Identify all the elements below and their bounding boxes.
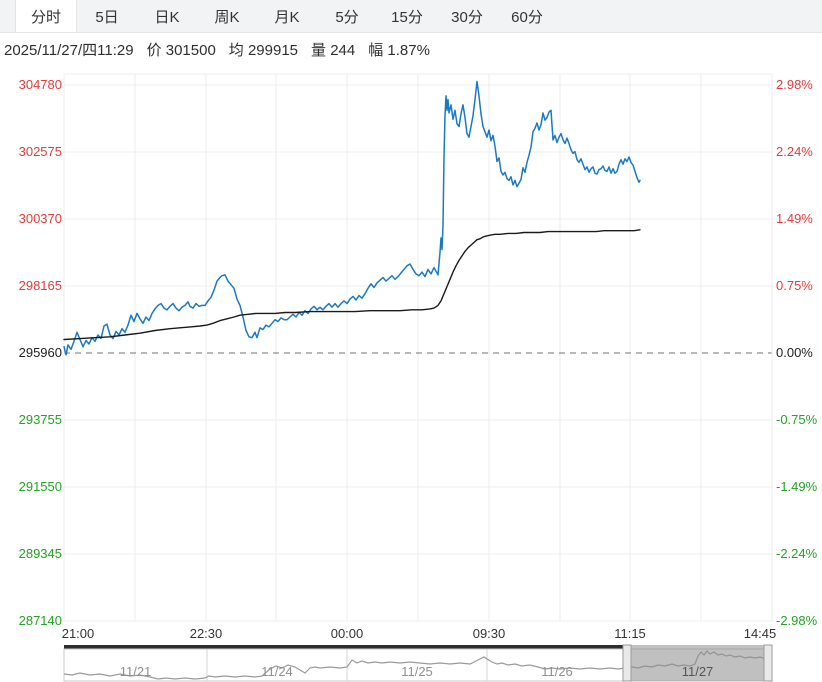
navigator-handle-left[interactable]	[622, 644, 632, 682]
tab-月K[interactable]: 月K	[274, 8, 300, 26]
y-axis-price-label: 295960	[18, 345, 62, 360]
y-axis-percent-label: -0.75%	[776, 412, 818, 427]
tab-5分[interactable]: 5分	[335, 8, 359, 26]
x-axis-time-label: 22:30	[189, 626, 223, 641]
navigator-date-label: 11/21	[119, 664, 152, 679]
y-axis-price-label: 298165	[18, 278, 62, 293]
info-range: 幅 1.87%	[368, 41, 430, 59]
y-axis-price-label: 287140	[18, 613, 62, 628]
y-axis-percent-label: -1.49%	[776, 479, 818, 494]
x-axis-time-label: 14:45	[743, 626, 777, 641]
tab-日K[interactable]: 日K	[154, 8, 180, 26]
x-axis-time-label: 00:00	[330, 626, 364, 641]
y-axis-percent-label: -2.98%	[776, 613, 818, 628]
y-axis-percent-label: -2.24%	[776, 546, 818, 561]
navigator-date-label: 11/26	[541, 664, 573, 679]
y-axis-price-label: 293755	[18, 412, 62, 427]
info-volume: 量 244	[311, 41, 356, 59]
interval-tabbar: 分时 5日 日K 周K 月K 5分 15分 30分 60分	[0, 0, 822, 33]
tab-60分[interactable]: 60分	[511, 8, 543, 26]
navigator-window[interactable]	[627, 645, 768, 681]
navigator-loaded-bar	[64, 645, 627, 649]
y-axis-price-label: 304780	[18, 77, 62, 92]
y-axis-percent-label: 1.49%	[776, 211, 813, 226]
price-line	[63, 80, 641, 356]
y-axis-price-label: 302575	[18, 144, 62, 159]
tab-周K[interactable]: 周K	[214, 8, 240, 26]
navigator-date-label: 11/25	[401, 664, 433, 679]
y-axis-percent-label: 0.00%	[776, 345, 813, 360]
y-axis-price-label: 300370	[18, 211, 62, 226]
x-axis-time-label: 11:15	[614, 626, 646, 641]
grid-lines	[63, 74, 773, 622]
plot-border	[63, 73, 773, 622]
y-axis-percent-label: 2.24%	[776, 144, 813, 159]
info-average: 均 299915	[228, 41, 299, 59]
tab-30分[interactable]: 30分	[451, 8, 483, 26]
navigator-handle-right[interactable]	[763, 644, 773, 682]
y-axis-percent-label: 2.98%	[776, 77, 813, 92]
x-axis-time-label: 21:00	[61, 626, 95, 641]
average-line	[63, 229, 641, 341]
y-axis-price-label: 289345	[18, 546, 62, 561]
x-axis-time-label: 09:30	[472, 626, 506, 641]
y-axis-price-label: 291550	[18, 479, 62, 494]
tab-分时[interactable]: 分时	[15, 0, 77, 32]
info-bar: 2025/11/27/四11:29 价 301500 均 299915 量 244 幅 …	[4, 38, 430, 60]
navigator-sparkline	[63, 650, 767, 680]
tab-5日[interactable]: 5日	[95, 8, 119, 26]
info-price: 价 301500	[146, 41, 216, 59]
info-datetime: 2025/11/27/四11:29	[4, 41, 134, 59]
navigator-track[interactable]	[63, 648, 769, 682]
navigator-date-label: 11/24	[261, 664, 293, 679]
y-axis-percent-label: 0.75%	[776, 278, 813, 293]
navigator-date-label: 11/27	[681, 664, 714, 679]
tab-15分[interactable]: 15分	[391, 8, 423, 26]
